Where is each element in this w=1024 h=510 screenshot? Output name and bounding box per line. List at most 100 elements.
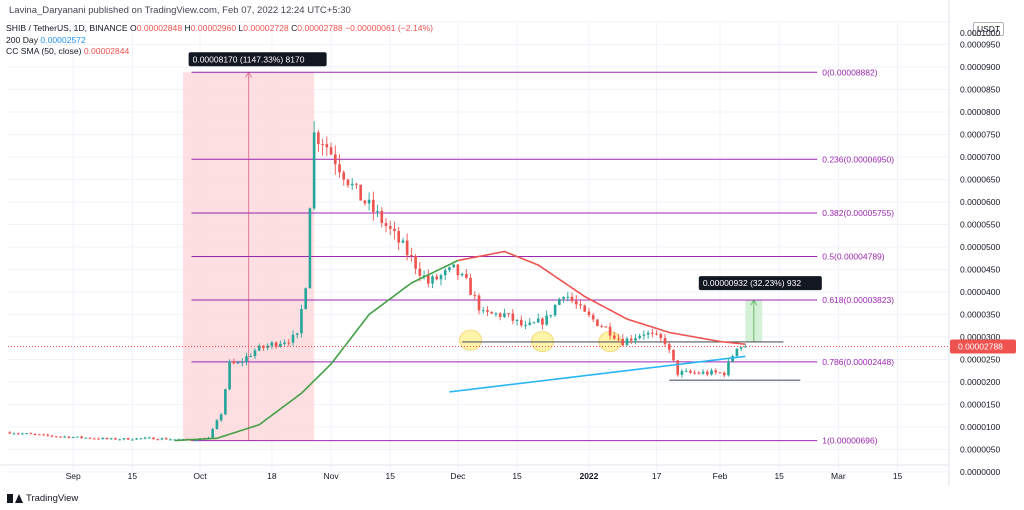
candle [50,435,54,438]
candle-body [465,273,468,278]
candle [401,237,405,244]
candle-body [135,438,138,440]
candle-body [714,370,718,373]
candle [384,218,388,233]
price-tick-label: 0.0000200 [960,377,1000,387]
candle-body [219,414,223,421]
chart-legend: SHIB / TetherUS, 1D, BINANCE O0.00002848… [6,23,433,58]
range-measure-label-bg [188,52,327,67]
price-tick-label: 0.0000600 [960,197,1000,207]
candle [414,254,417,275]
candle [422,270,426,280]
time-tick-label: 15 [774,471,784,481]
candle-body [625,338,629,346]
candle [680,368,684,378]
candle-body [346,179,350,186]
candle-body [431,276,434,284]
candle [511,309,515,325]
candle-body [245,356,248,362]
candle-body [97,438,100,440]
candle [329,142,333,156]
candle [435,273,439,281]
candle [143,436,147,440]
fib-level-label: 1(0.00000696) [822,436,877,446]
candle [553,304,557,317]
candle-body [380,210,384,224]
candle [169,438,172,441]
candle [88,437,92,439]
candle-body [621,338,625,346]
candle-body [481,310,485,312]
fib-retracement: 0(0.00008882) 0.236(0.00006950) 0.382(0.00… [191,67,894,446]
candle [388,220,392,236]
candle-body [312,132,316,209]
candle [266,343,269,351]
time-tick-label: Dec [450,471,466,481]
candle [545,310,548,327]
candle [667,342,671,354]
candle-body [718,372,722,374]
candle-body [42,434,45,436]
currency-badge[interactable]: USDT [973,22,1005,36]
candle-body [439,275,443,280]
candle [710,368,713,376]
candle [600,324,603,328]
candle [676,360,680,377]
legend-o-value: 0.00002848 [136,23,183,33]
candle-body [359,184,362,201]
candle-body [558,298,561,305]
candle [638,333,641,340]
candle [642,330,646,340]
candle-body [722,372,726,376]
candle-body [88,437,92,439]
candle [54,436,58,438]
candles-layer [8,121,747,442]
candle-body [118,439,121,441]
candle-body [393,228,396,232]
candle [338,154,341,178]
candle [312,121,316,211]
candle [410,247,413,262]
candle-body [507,313,510,315]
legend-l-value: 0.00002728 [243,23,289,33]
price-tick-label: 0.0000500 [960,242,1000,252]
price-tick-label: 0.0000400 [960,287,1000,297]
candle-body [511,313,515,321]
price-tick-label: 0.0000350 [960,310,1000,320]
price-tick-label: 0.0000250 [960,355,1000,365]
range-measure-label-group: 0.00008170 (1147.33%) 8170 [188,52,327,67]
fib-level-label: 0.236(0.00006950) [822,154,894,164]
candle [12,432,16,435]
highlight-circle [459,329,483,351]
candle [253,348,257,360]
candle [549,314,553,319]
candle [97,437,100,440]
candle [232,358,236,365]
legend-c-value: 0.00002788 [297,23,343,33]
candle [80,435,83,440]
price-tick-label: 0.0000700 [960,152,1000,162]
candle [29,432,33,435]
candle-body [300,309,303,334]
candle-body [240,361,244,363]
candle [101,437,105,440]
candle [498,312,502,321]
candle-body [308,208,312,289]
fib-level-label: 0.5(0.00004789) [822,251,885,261]
candle-body [553,304,557,316]
candle-body [418,268,422,276]
candle [42,433,45,436]
candle-body [422,275,426,277]
candle [473,291,477,301]
legend-sma50-row: CC SMA (50, close) 0.00002844 [6,46,433,58]
candle [236,360,240,364]
candle-body [12,433,16,435]
candle [735,348,739,359]
candle [122,437,126,441]
candle [663,334,667,348]
candle-body [739,347,743,349]
candle-body [515,319,519,321]
candle [249,353,253,358]
candle [92,437,96,440]
